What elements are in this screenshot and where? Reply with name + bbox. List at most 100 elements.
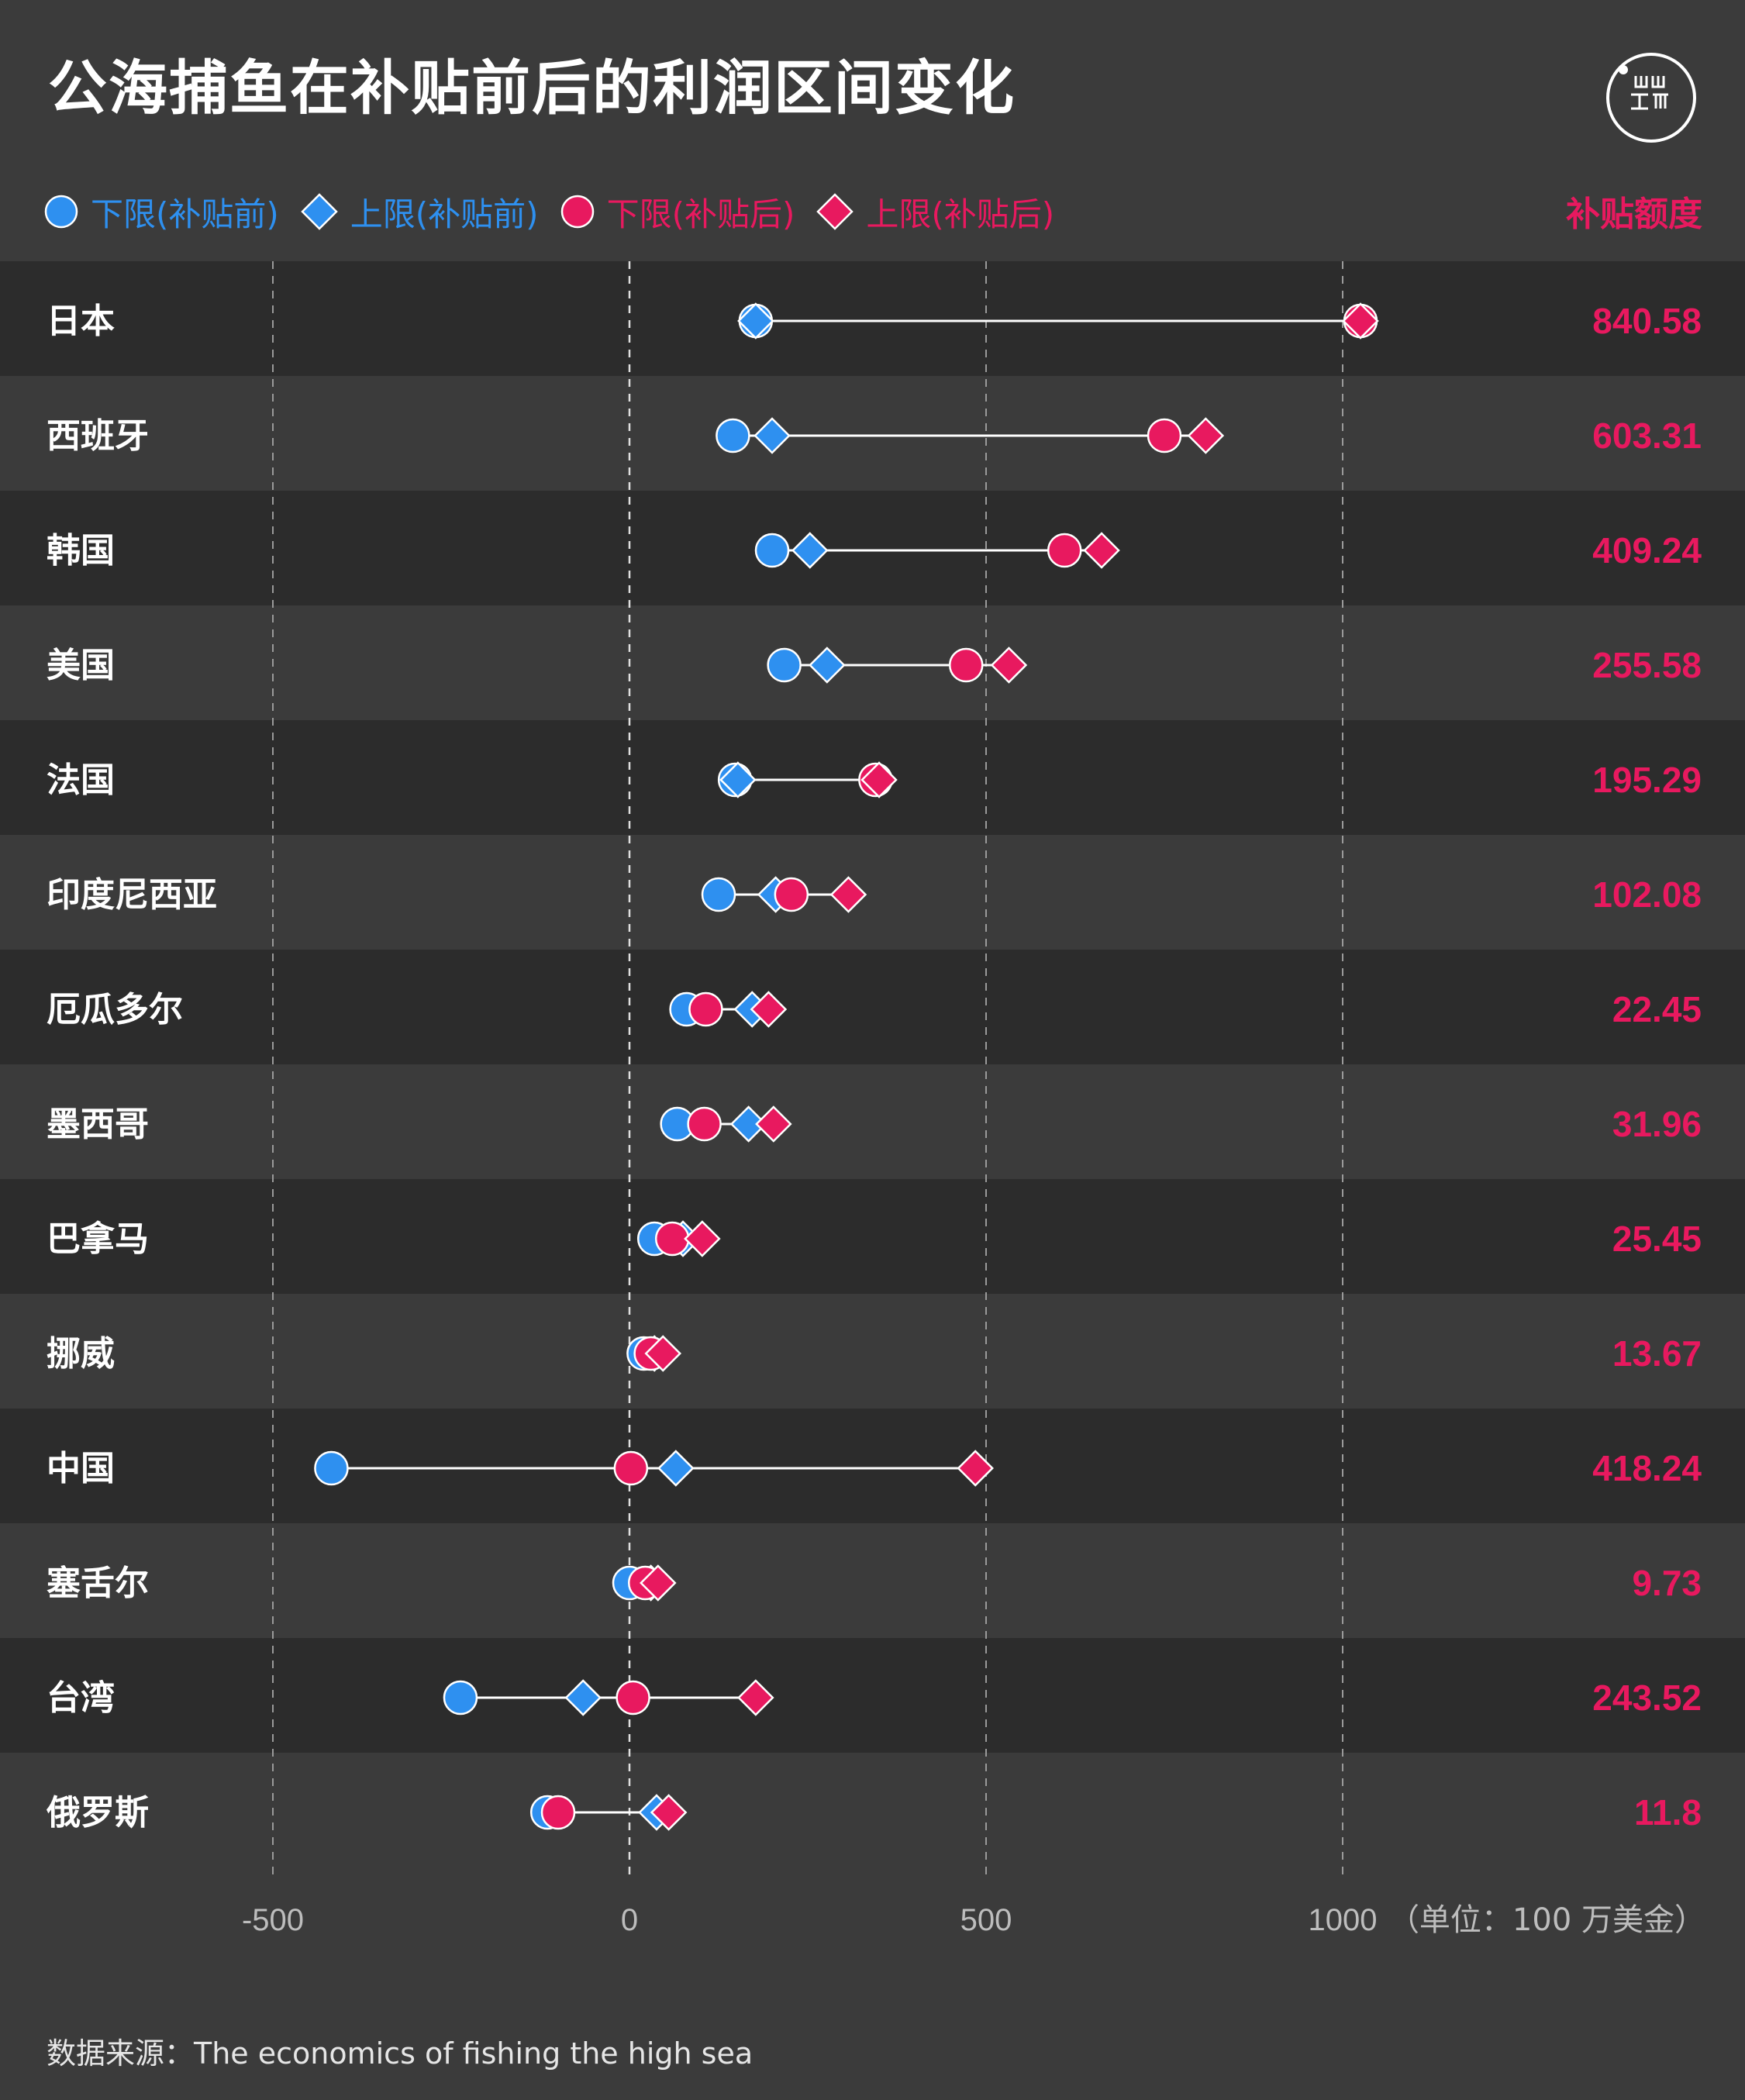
row-background <box>0 835 1745 950</box>
row-background <box>0 261 1745 376</box>
subsidy-value: 840.58 <box>1592 301 1702 341</box>
subsidy-value: 418.24 <box>1592 1448 1702 1488</box>
subsidy-value: 9.73 <box>1632 1563 1702 1603</box>
legend-item-lower-after: 下限(补贴后) <box>559 188 795 236</box>
upper-after-point <box>1083 532 1120 569</box>
lower-before-point <box>701 877 736 912</box>
lower-after-point <box>688 991 723 1027</box>
subsidy-column-header: 补贴额度 <box>1566 195 1702 234</box>
upper-after-point <box>1342 302 1379 340</box>
row-background <box>0 1294 1745 1409</box>
upper-after-point <box>650 1794 688 1831</box>
upper-after-point <box>755 1105 792 1143</box>
x-tick-label: 0 <box>621 1903 638 1937</box>
row-background <box>0 1409 1745 1523</box>
legend-item-upper-before: 上限(补贴前) <box>299 188 539 236</box>
diamond-marker-icon <box>816 193 854 230</box>
upper-after-point <box>829 876 867 913</box>
subsidy-value: 409.24 <box>1592 530 1702 571</box>
upper-before-point <box>754 417 791 454</box>
upper-before-point <box>564 1679 602 1716</box>
x-tick-label: 500 <box>960 1903 1012 1937</box>
subsidy-value: 31.96 <box>1612 1104 1702 1144</box>
row-background <box>0 1179 1745 1294</box>
upper-before-point <box>791 532 829 569</box>
subsidy-value: 195.29 <box>1592 760 1702 800</box>
lower-before-point <box>443 1680 478 1716</box>
country-label: 美国 <box>47 646 115 685</box>
row-background <box>0 491 1745 605</box>
subsidy-value: 603.31 <box>1592 416 1702 456</box>
country-label: 挪威 <box>47 1334 115 1374</box>
upper-after-point <box>684 1220 721 1257</box>
country-label: 法国 <box>47 760 115 800</box>
row-background <box>0 1753 1745 1867</box>
lower-after-point <box>687 1106 722 1142</box>
country-label: 巴拿马 <box>47 1219 149 1259</box>
legend-label: 上限(补贴后) <box>866 195 1055 233</box>
country-label: 厄瓜多尔 <box>47 990 183 1029</box>
row-background <box>0 1064 1745 1179</box>
legend-label: 上限(补贴前) <box>350 195 539 233</box>
country-label: 塞舌尔 <box>47 1564 149 1603</box>
country-label: 俄罗斯 <box>46 1793 149 1833</box>
circle-marker-icon <box>560 195 594 229</box>
subsidy-value: 243.52 <box>1592 1678 1702 1718</box>
legend-item-lower-before: 下限(补贴前) <box>43 188 279 236</box>
upper-before-point <box>737 302 774 340</box>
upper-before-point <box>719 761 757 798</box>
legend: 下限(补贴前) 上限(补贴前) 下限(补贴后) 上限(补贴后) <box>43 184 1074 239</box>
chart-title: 公海捕鱼在补贴前后的利润区间变化 <box>48 53 1016 122</box>
upper-after-point <box>957 1450 994 1487</box>
upper-after-point <box>640 1564 677 1602</box>
row-background <box>0 1523 1745 1638</box>
legend-label: 下限(补贴后) <box>606 195 795 233</box>
row-background <box>0 605 1745 720</box>
country-label: 中国 <box>47 1449 115 1488</box>
country-label: 日本 <box>47 302 115 341</box>
row-background <box>0 376 1745 491</box>
lower-after-point <box>616 1680 650 1716</box>
legend-item-upper-after: 上限(补贴后) <box>815 188 1054 236</box>
upper-before-point <box>657 1450 695 1487</box>
lower-before-point <box>754 533 790 568</box>
diamond-marker-icon <box>301 193 338 230</box>
subsidy-value: 22.45 <box>1612 989 1702 1029</box>
upper-before-point <box>729 1105 767 1143</box>
upper-after-point <box>750 991 788 1028</box>
row-background <box>0 950 1745 1064</box>
x-tick-label: 1000 <box>1309 1903 1378 1937</box>
country-label: 墨西哥 <box>47 1105 149 1144</box>
upper-before-point <box>809 647 846 684</box>
upper-after-point <box>644 1335 682 1372</box>
subsidy-value: 255.58 <box>1592 645 1702 685</box>
subsidy-value: 25.45 <box>1612 1219 1702 1259</box>
country-label: 台湾 <box>47 1678 115 1718</box>
lower-after-point <box>948 647 984 683</box>
lower-before-point <box>716 418 750 453</box>
circle-marker-icon <box>44 195 78 229</box>
upper-after-point <box>990 647 1028 684</box>
upper-after-point <box>737 1679 774 1716</box>
country-label: 印度尼西亚 <box>47 875 217 915</box>
upper-after-point <box>860 761 898 798</box>
lower-after-point <box>654 1221 690 1257</box>
subsidy-value: 102.08 <box>1592 874 1702 915</box>
lower-before-point <box>767 647 802 683</box>
country-label: 西班牙 <box>47 416 149 456</box>
row-background <box>0 1638 1745 1753</box>
lower-before-point <box>314 1450 349 1486</box>
lower-after-point <box>540 1795 576 1830</box>
subsidy-value: 11.8 <box>1634 1792 1702 1833</box>
country-label: 韩国 <box>47 531 115 571</box>
brand-logo-icon <box>1606 53 1696 143</box>
lower-after-point <box>774 877 809 912</box>
unit-label: （单位：100 万美金） <box>1388 1902 1705 1938</box>
dot-range-chart: -500 0 500 1000 （单位：100 万美金） 日本 840.58 西班牙 603.3… <box>0 261 1745 1938</box>
upper-after-point <box>1187 417 1225 454</box>
lower-after-point <box>1047 533 1082 568</box>
x-tick-label: -500 <box>242 1903 304 1937</box>
lower-after-point <box>613 1450 649 1486</box>
lower-after-point <box>1147 418 1182 453</box>
source-note: 数据来源：The economics of fishing the high s… <box>47 2036 754 2071</box>
